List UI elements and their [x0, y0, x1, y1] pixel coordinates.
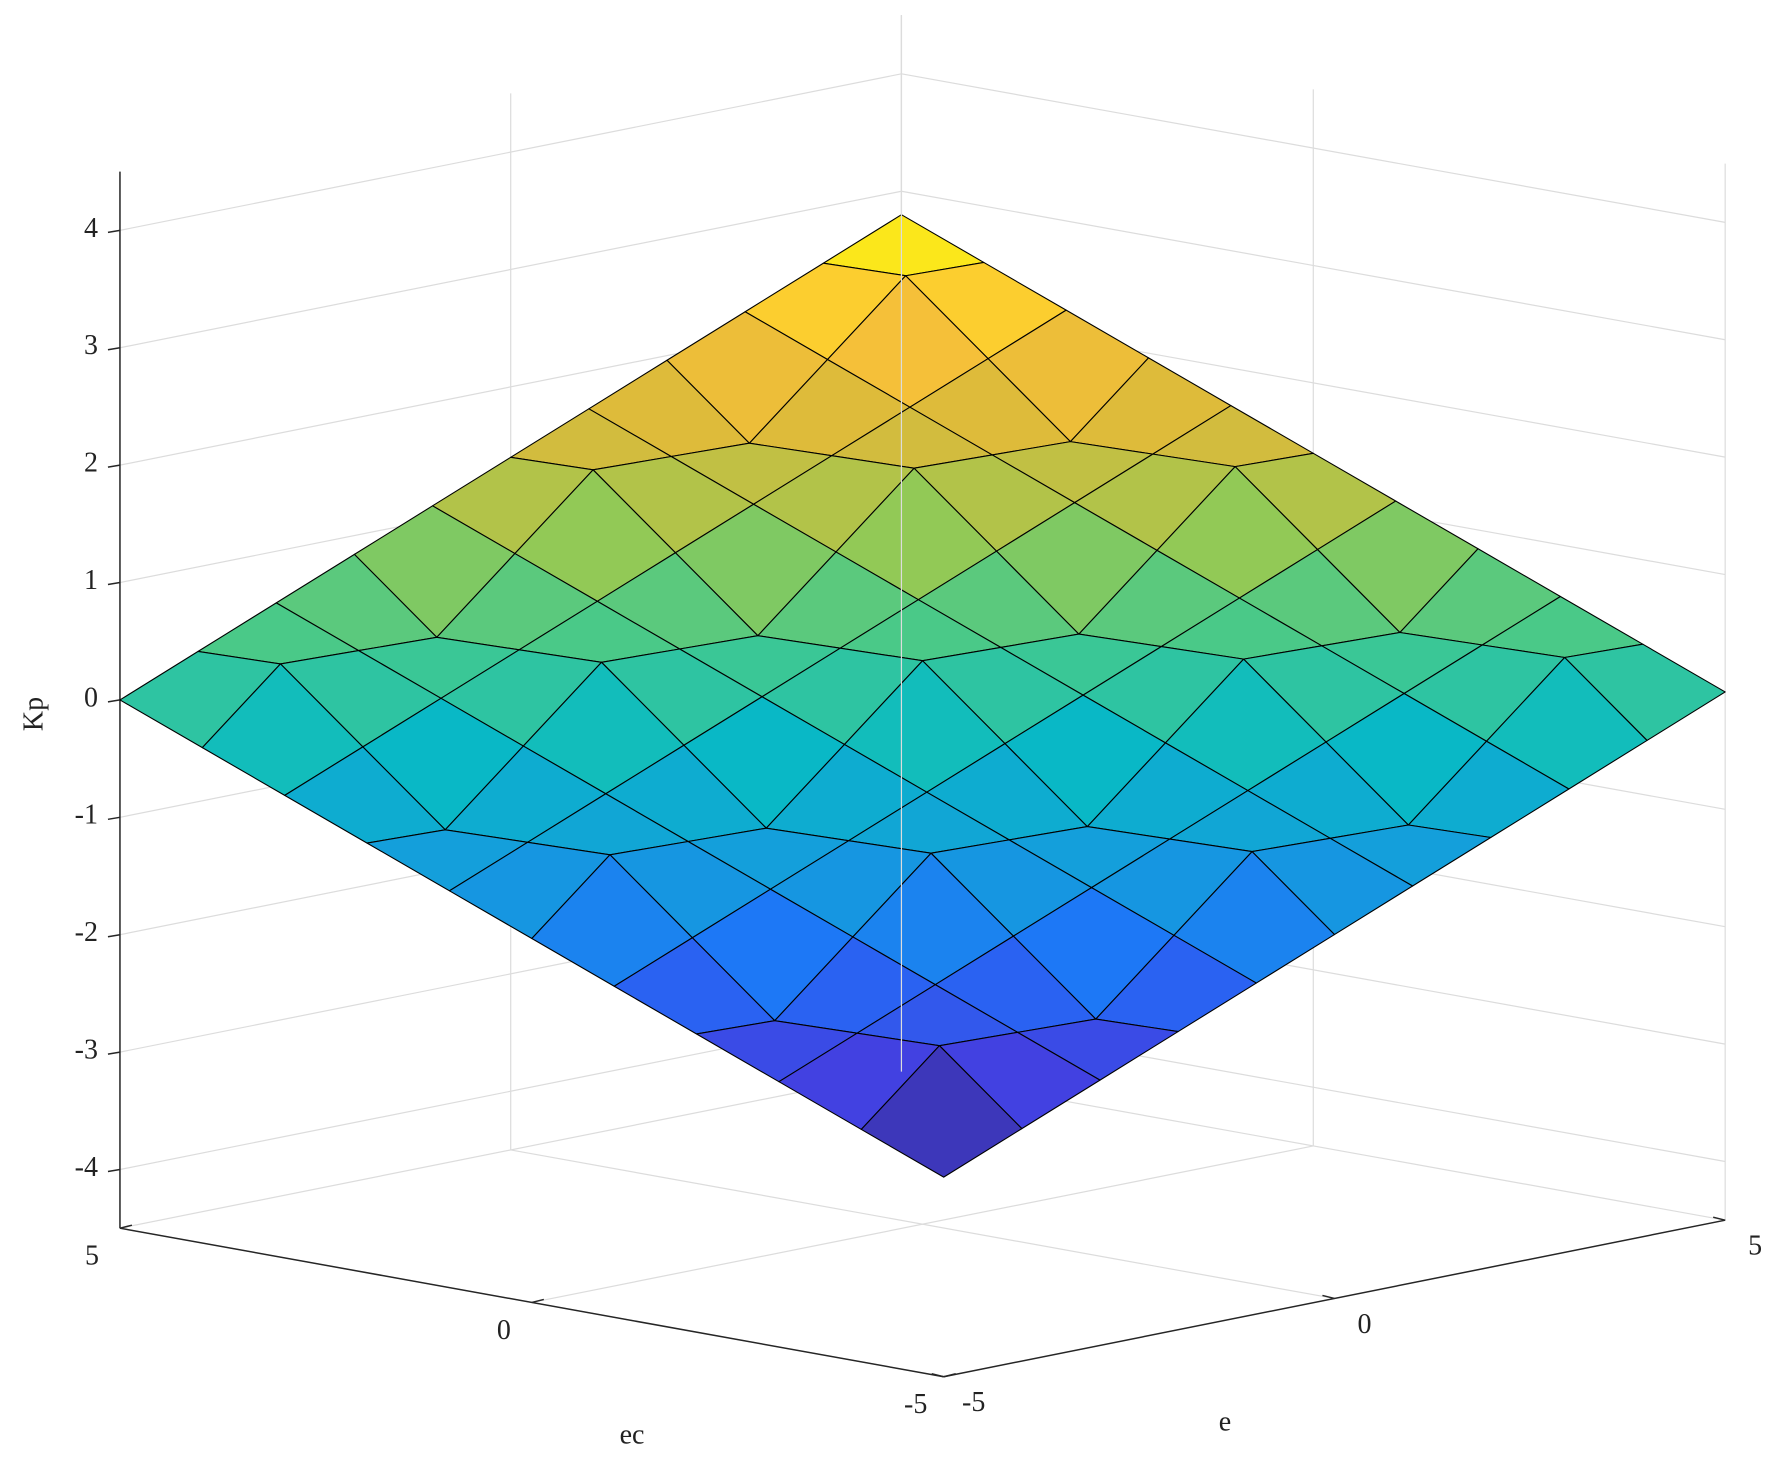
z-tick: [107, 1051, 121, 1055]
y-tick: [531, 1298, 545, 1304]
x-tick: [931, 1372, 944, 1378]
z-tick: [107, 581, 121, 586]
z-tick-label: -2: [75, 917, 98, 948]
x-tick-label: 5: [1748, 1231, 1762, 1262]
z-tick-label: 2: [84, 448, 98, 479]
x-tick: [1322, 1294, 1335, 1300]
surface-face: [860, 1045, 1023, 1178]
z-tick-label: -4: [75, 1152, 98, 1183]
grid-line: [119, 1071, 902, 1229]
y-axis-label: ec: [620, 1419, 645, 1450]
z-axis-label: Kp: [18, 697, 49, 731]
z-tick-label: 4: [84, 213, 98, 244]
x-tick: [1712, 1216, 1726, 1221]
x-tick-label: -5: [962, 1387, 985, 1418]
z-tick: [107, 933, 121, 938]
x-axis: [943, 1219, 1726, 1378]
y-tick-label: 5: [85, 1241, 99, 1272]
z-tick-label: 1: [84, 565, 98, 596]
z-tick-label: -3: [75, 1035, 98, 1066]
y-tick: [943, 1372, 956, 1378]
z-tick: [107, 1168, 121, 1173]
grid-line: [531, 1145, 1314, 1304]
z-tick: [107, 699, 121, 703]
y-tick-label: -5: [904, 1389, 927, 1420]
x-axis-label: e: [1219, 1406, 1231, 1437]
z-tick-label: 0: [84, 682, 98, 713]
y-tick: [119, 1224, 133, 1229]
z-tick: [107, 816, 121, 821]
z-tick: [107, 347, 121, 351]
y-tick-label: 0: [497, 1315, 511, 1346]
x-tick-label: 0: [1357, 1309, 1371, 1340]
z-tick-label: 3: [84, 330, 98, 361]
z-tick: [107, 464, 121, 468]
z-tick-label: -1: [75, 800, 98, 831]
z-tick: [107, 229, 121, 234]
